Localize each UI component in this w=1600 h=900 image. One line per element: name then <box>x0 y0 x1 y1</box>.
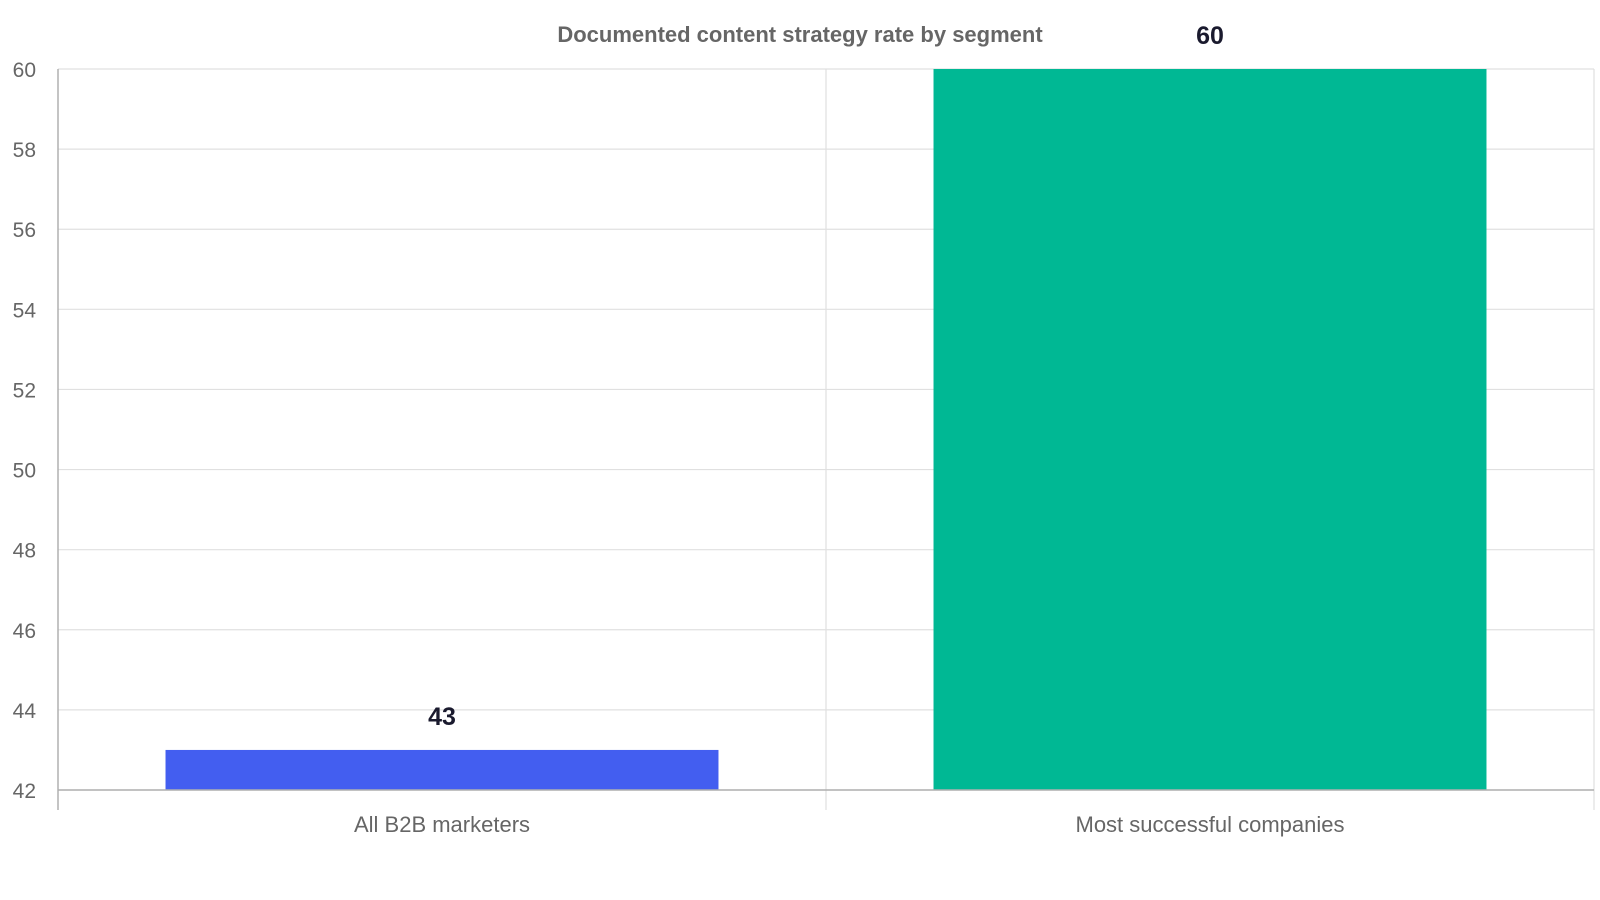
data-label: 43 <box>428 703 456 731</box>
y-tick-label: 56 <box>13 219 36 242</box>
bars <box>165 69 1487 790</box>
y-tick-label: 54 <box>13 299 37 322</box>
y-tick-label: 60 <box>13 59 36 82</box>
y-tick-label: 58 <box>13 139 36 162</box>
y-tick-label: 50 <box>13 460 36 483</box>
bar[interactable] <box>165 749 719 790</box>
labels: 42 44 46 48 50 52 54 56 58 60 43 All B2B marketers 6… <box>13 22 1345 837</box>
y-tick-label: 42 <box>13 780 36 803</box>
x-category-label: Most successful companies <box>1076 812 1345 837</box>
y-tick-label: 52 <box>13 379 36 402</box>
x-category-label: All B2B marketers <box>354 812 530 837</box>
y-tick-label: 46 <box>13 620 36 643</box>
y-tick-label: 48 <box>13 540 36 563</box>
data-label: 60 <box>1196 22 1224 50</box>
y-tick-label: 44 <box>13 700 37 723</box>
chart-title: Documented content strategy rate by segm… <box>557 22 1043 47</box>
bar[interactable] <box>933 69 1487 790</box>
axes <box>57 69 1594 810</box>
